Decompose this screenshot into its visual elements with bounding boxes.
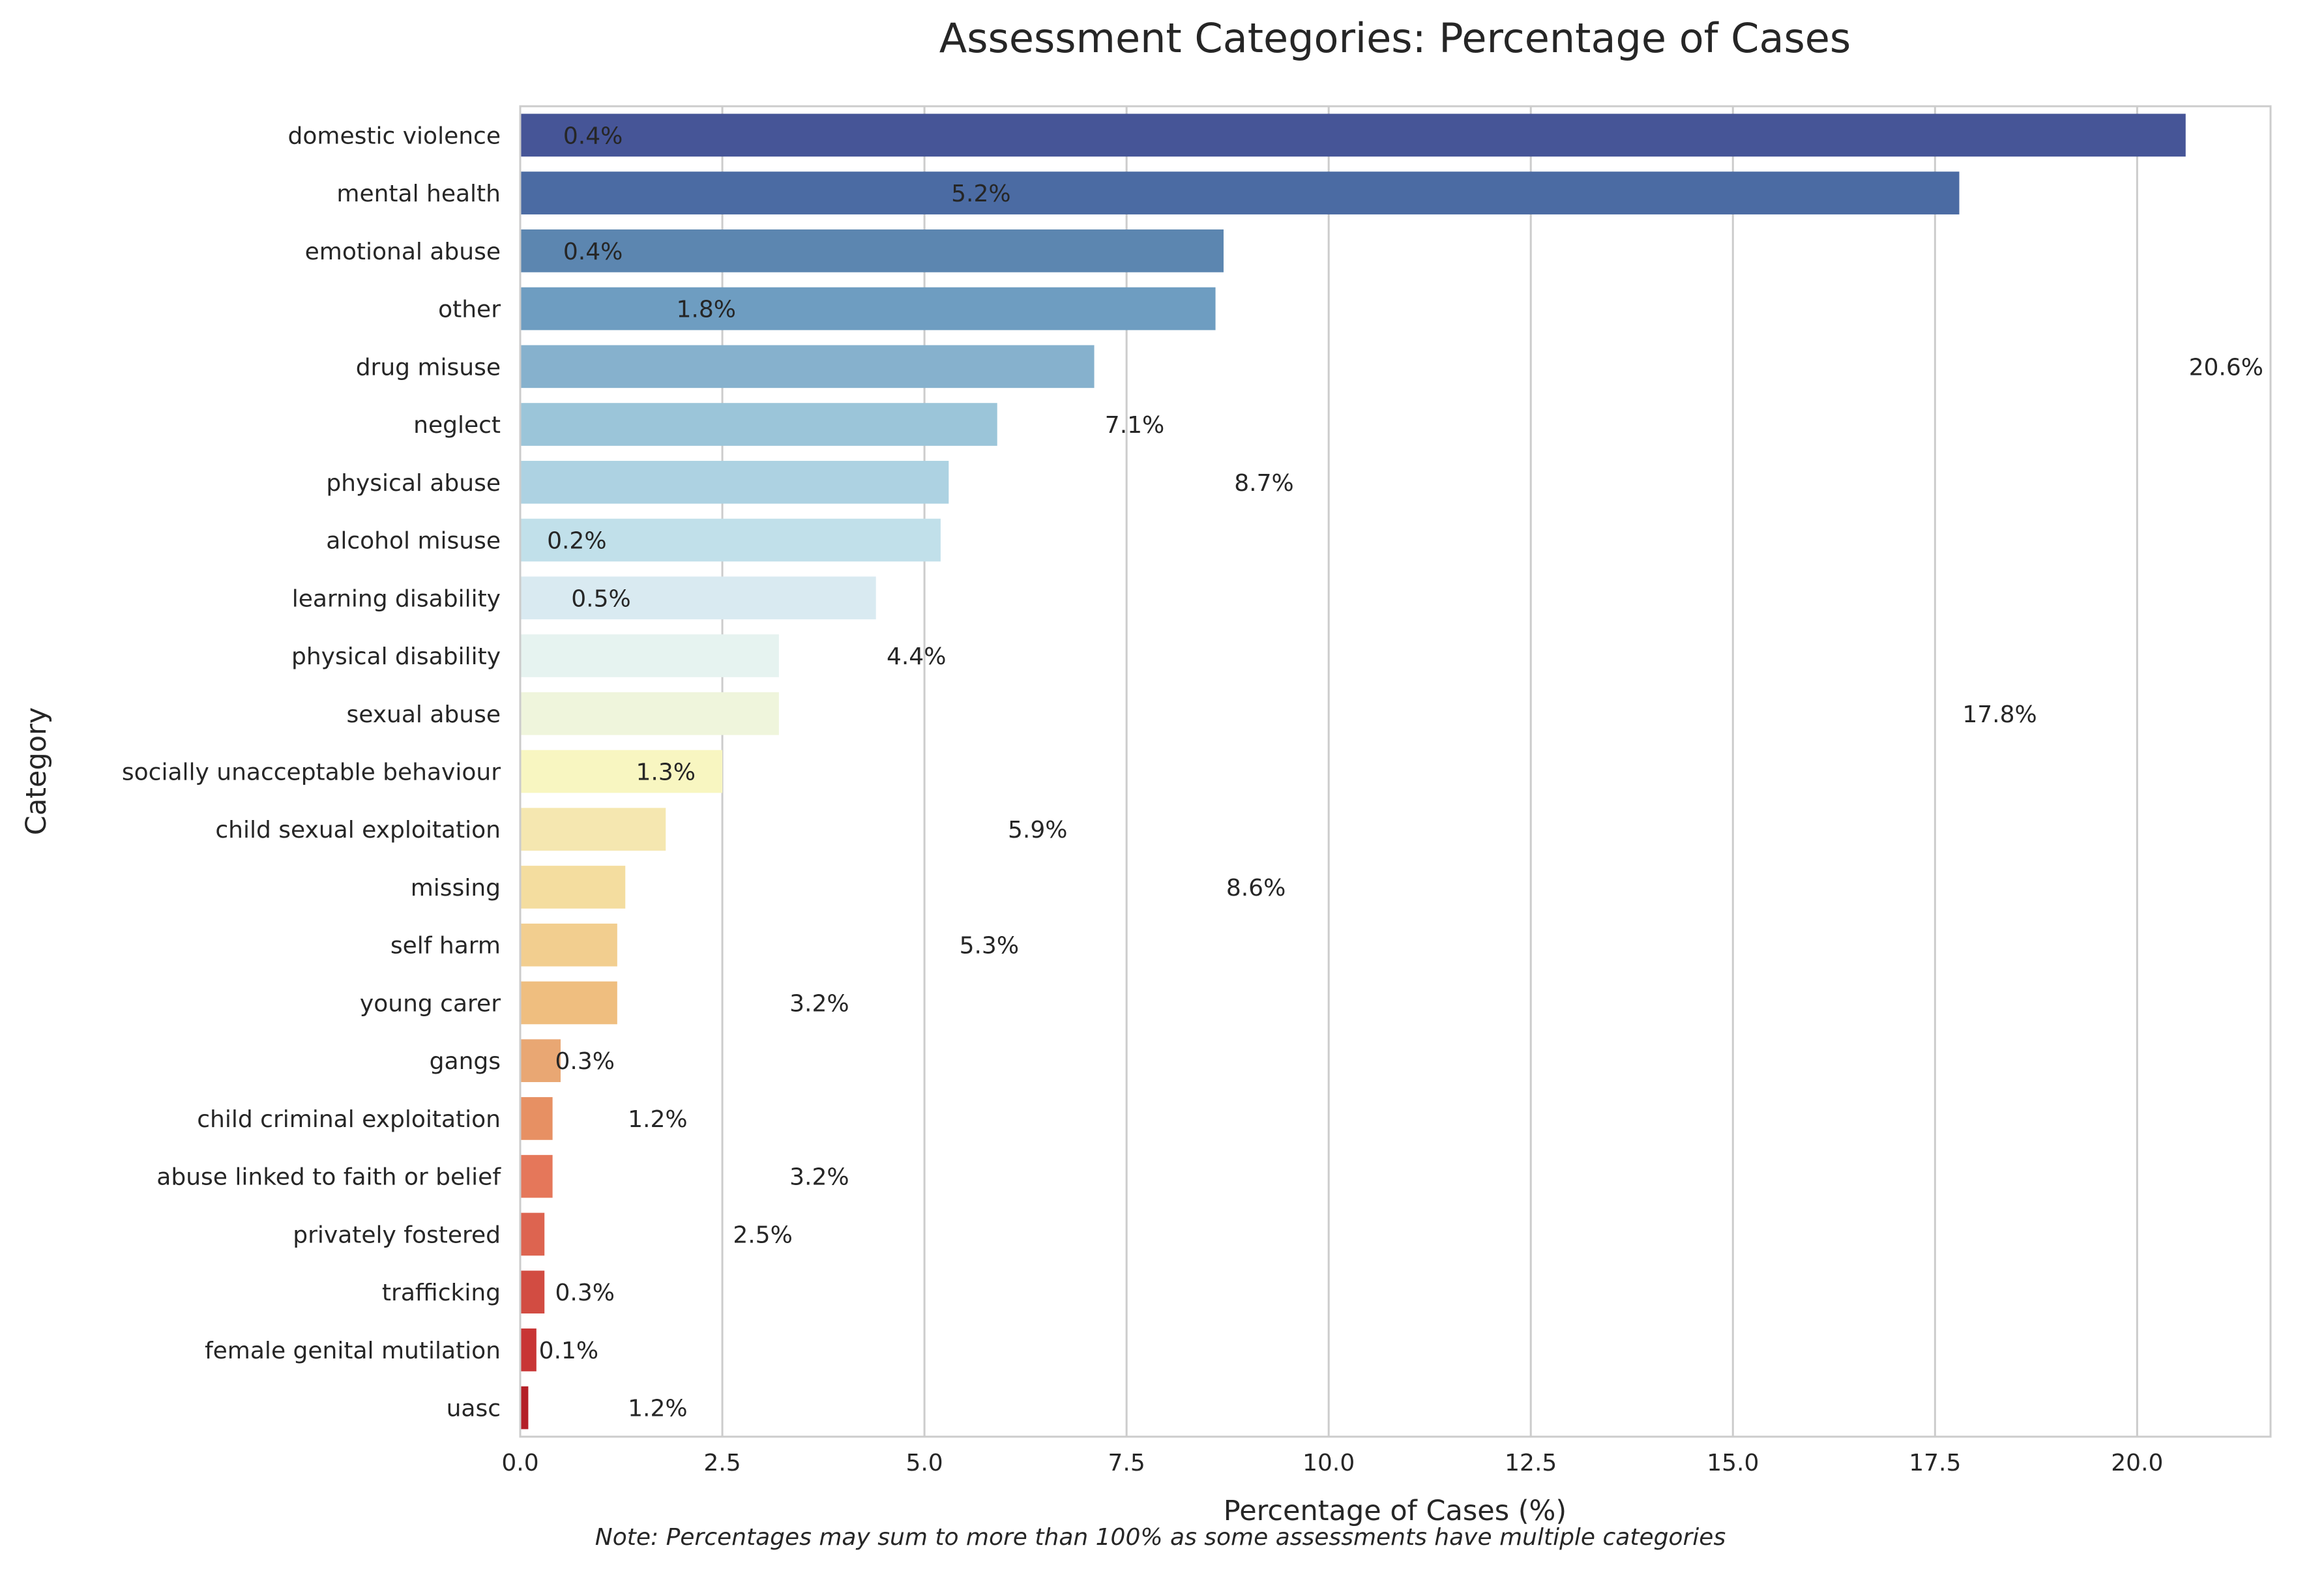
- data-labels: 0.4% 5.2% 0.4% 1.8% 20.6% 7.1% 8.7% 0.2% 0.5% 4.4…: [539, 123, 2263, 1422]
- chart-title: Assessment Categories: Percentage of Cas…: [939, 14, 1851, 62]
- category-label: child criminal exploitation: [197, 1106, 501, 1133]
- x-axis-title: Percentage of Cases (%): [1224, 1495, 1566, 1527]
- category-label: child sexual exploitation: [215, 817, 501, 843]
- bar: [520, 981, 617, 1025]
- data-label: 0.4%: [563, 239, 623, 265]
- plot-frame: [519, 105, 2272, 1438]
- bar: [520, 692, 779, 735]
- bar: [520, 808, 666, 851]
- bar: [520, 1097, 553, 1140]
- data-label: 0.5%: [571, 585, 630, 612]
- data-label: 1.2%: [628, 1106, 687, 1133]
- bar: [520, 1270, 545, 1313]
- category-label: domestic violence: [288, 123, 501, 149]
- x-tick-label: 5.0: [905, 1450, 943, 1476]
- data-label: 3.2%: [789, 1164, 849, 1191]
- category-label: gangs: [430, 1048, 501, 1075]
- x-tick-labels: 0.0 2.5 5.0 7.5 10.0 12.5 15.0 17.5 20.0: [501, 1450, 2163, 1476]
- category-label: socially unacceptable behaviour: [122, 759, 501, 786]
- x-tick-label: 7.5: [1108, 1450, 1145, 1476]
- bar: [520, 750, 723, 793]
- x-tick-label: 20.0: [2111, 1450, 2163, 1476]
- bar: [520, 1154, 553, 1198]
- data-label: 0.4%: [563, 123, 623, 149]
- bar: [520, 1212, 545, 1256]
- category-label: learning disability: [292, 585, 501, 612]
- bar: [520, 518, 941, 562]
- category-label: neglect: [413, 412, 501, 439]
- category-label: drug misuse: [356, 354, 501, 381]
- data-label: 2.5%: [733, 1222, 792, 1248]
- category-label: other: [438, 297, 501, 323]
- bar: [520, 345, 1095, 389]
- data-label: 5.9%: [1008, 817, 1067, 843]
- bar: [520, 576, 876, 620]
- x-tick-label: 0.0: [501, 1450, 538, 1476]
- bar: [520, 403, 997, 446]
- category-label: young carer: [360, 990, 501, 1017]
- footnote: Note: Percentages may sum to more than 1…: [595, 1524, 1726, 1551]
- category-label: uasc: [447, 1396, 501, 1422]
- bars: [520, 113, 2186, 1430]
- category-label: sexual abuse: [346, 701, 501, 728]
- data-label: 0.1%: [539, 1338, 598, 1364]
- data-label: 7.1%: [1105, 412, 1164, 439]
- category-label: physical abuse: [326, 470, 501, 497]
- data-label: 5.3%: [960, 933, 1019, 960]
- x-tick-label: 12.5: [1505, 1450, 1557, 1476]
- category-label: emotional abuse: [305, 239, 501, 265]
- bar: [520, 460, 949, 504]
- bar: [520, 229, 1224, 272]
- category-label: self harm: [390, 933, 501, 960]
- category-label: missing: [411, 875, 501, 902]
- data-label: 1.3%: [636, 759, 695, 786]
- data-label: 17.8%: [1962, 701, 2037, 728]
- y-axis-title: Category: [20, 707, 53, 835]
- x-tick-label: 2.5: [703, 1450, 741, 1476]
- category-label: trafficking: [382, 1280, 501, 1306]
- category-labels: domestic violence mental health emotional …: [122, 123, 501, 1422]
- category-label: physical disability: [291, 643, 501, 670]
- data-label: 1.2%: [628, 1396, 687, 1422]
- data-label: 1.8%: [677, 297, 736, 323]
- data-label: 8.7%: [1234, 470, 1293, 497]
- category-label: mental health: [336, 181, 501, 207]
- bar: [520, 1386, 529, 1430]
- bar: [520, 1039, 561, 1083]
- data-label: 5.2%: [951, 181, 1010, 207]
- bar: [520, 923, 617, 967]
- x-tick-label: 15.0: [1707, 1450, 1759, 1476]
- category-label: abuse linked to faith or belief: [156, 1164, 501, 1191]
- category-label: privately fostered: [293, 1222, 501, 1248]
- category-label: alcohol misuse: [326, 528, 501, 555]
- data-label: 0.2%: [547, 528, 606, 555]
- data-label: 8.6%: [1226, 875, 1286, 902]
- data-label: 3.2%: [789, 990, 849, 1017]
- data-label: 0.3%: [555, 1048, 614, 1075]
- data-label: 0.3%: [555, 1280, 614, 1306]
- data-label: 20.6%: [2189, 354, 2263, 381]
- x-tick-label: 10.0: [1302, 1450, 1355, 1476]
- bar: [520, 287, 1216, 330]
- bar: [520, 634, 779, 677]
- data-label: 4.4%: [887, 643, 946, 670]
- x-tick-label: 17.5: [1909, 1450, 1961, 1476]
- bar: [520, 1328, 537, 1371]
- bar: [520, 171, 1960, 214]
- category-label: female genital mutilation: [205, 1338, 501, 1364]
- bar: [520, 113, 2186, 157]
- bar: [520, 866, 626, 909]
